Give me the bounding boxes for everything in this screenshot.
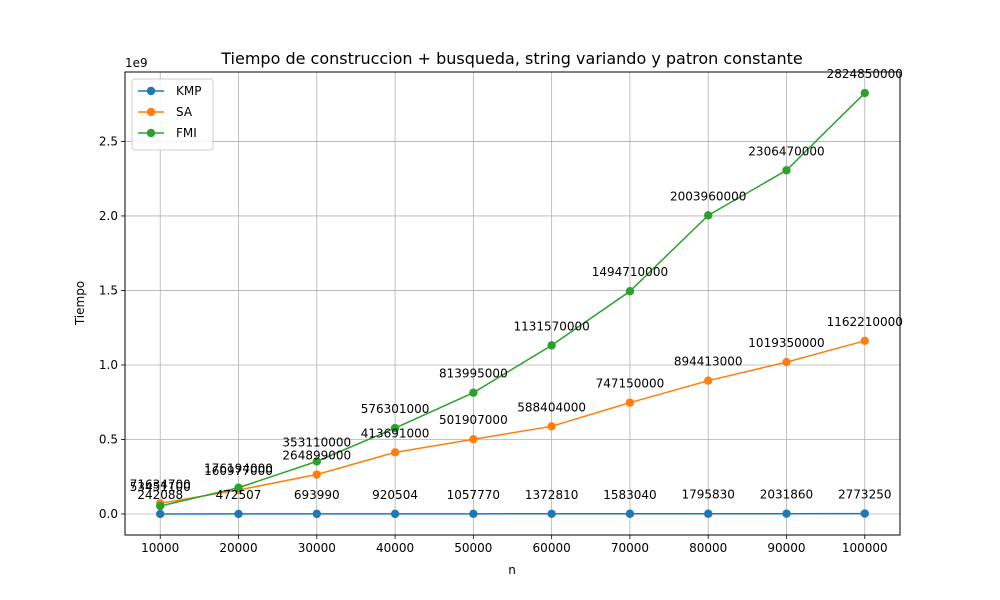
data-label-kmp: 2031860 bbox=[760, 488, 813, 502]
data-point-fmi bbox=[312, 457, 321, 466]
data-point-kmp bbox=[704, 509, 713, 518]
data-point-fmi bbox=[704, 211, 713, 220]
x-tick-label: 90000 bbox=[767, 541, 805, 555]
data-label-sa: 71634700 bbox=[130, 477, 191, 491]
data-point-kmp bbox=[860, 509, 869, 518]
legend-label: FMI bbox=[176, 126, 197, 140]
legend-swatch-marker bbox=[146, 107, 156, 117]
data-point-sa bbox=[704, 376, 713, 385]
plot-frame bbox=[124, 71, 901, 536]
data-label-kmp: 242088 bbox=[137, 488, 183, 502]
data-label-fmi: 176194000 bbox=[204, 462, 273, 476]
legend-label: SA bbox=[176, 105, 193, 119]
data-label-fmi: 353110000 bbox=[282, 435, 351, 449]
data-point-kmp bbox=[312, 509, 321, 519]
y-tick-label: 2.5 bbox=[99, 134, 118, 148]
axis-ticks: 10000 20000 30000 40000 50000 60000 70000 80000… bbox=[99, 134, 888, 555]
data-label-fmi: 1131570000 bbox=[513, 319, 589, 333]
legend-swatch-marker bbox=[146, 128, 156, 138]
legend-label: KMP bbox=[176, 84, 201, 98]
y-tick-label: 0.5 bbox=[99, 432, 118, 446]
data-label-fmi: 2306470000 bbox=[748, 144, 824, 158]
series-fmi bbox=[156, 88, 869, 511]
data-label-sa: 160977000 bbox=[204, 464, 273, 478]
data-label-sa: 264899000 bbox=[282, 449, 351, 463]
x-tick-label: 30000 bbox=[298, 541, 336, 555]
series-line-sa bbox=[160, 340, 865, 505]
data-point-sa bbox=[625, 398, 635, 407]
data-label-fmi: 1494710000 bbox=[592, 265, 668, 279]
data-label-kmp: 472507 bbox=[216, 488, 262, 502]
data-point-kmp bbox=[625, 509, 635, 518]
x-tick-label: 80000 bbox=[689, 541, 727, 555]
data-point-fmi bbox=[234, 483, 243, 492]
data-point-fmi bbox=[860, 88, 869, 98]
data-annotations: 242088 472507 693990 920504 1057770 1372810 15… bbox=[130, 67, 903, 502]
data-label-sa: 1162210000 bbox=[827, 315, 903, 329]
y-tick-label: 1.5 bbox=[99, 283, 118, 297]
data-label-kmp: 1583040 bbox=[603, 488, 656, 502]
data-label-sa: 501907000 bbox=[439, 413, 508, 427]
data-point-kmp bbox=[390, 509, 400, 519]
data-point-sa bbox=[782, 357, 791, 367]
data-point-kmp bbox=[156, 509, 165, 519]
x-tick-label: 10000 bbox=[141, 541, 179, 555]
data-label-fmi: 813995000 bbox=[439, 367, 508, 381]
legend-item-sa: SA bbox=[138, 105, 193, 119]
data-label-kmp: 693990 bbox=[294, 488, 340, 502]
data-point-fmi bbox=[782, 166, 791, 175]
series-kmp bbox=[156, 509, 869, 519]
y-axis-label: Tiempo bbox=[73, 281, 87, 326]
data-point-sa bbox=[547, 422, 556, 431]
series-line-fmi bbox=[160, 92, 866, 507]
data-label-sa: 747150000 bbox=[596, 377, 665, 391]
series-sa bbox=[156, 336, 869, 508]
chart-title: Tiempo de construccion + busqueda, strin… bbox=[220, 49, 803, 68]
x-tick-label: 20000 bbox=[219, 541, 257, 555]
data-point-kmp bbox=[782, 509, 791, 518]
data-point-sa bbox=[312, 470, 321, 479]
data-point-fmi bbox=[390, 423, 400, 433]
data-point-fmi bbox=[469, 388, 478, 397]
data-label-kmp: 1057770 bbox=[447, 488, 500, 502]
data-label-sa: 413691000 bbox=[361, 426, 430, 440]
data-point-kmp bbox=[234, 509, 243, 519]
data-point-fmi bbox=[547, 341, 556, 350]
data-label-fmi: 53451100 bbox=[130, 480, 191, 494]
data-label-sa: 1019350000 bbox=[748, 336, 824, 350]
x-tick-label: 50000 bbox=[454, 541, 492, 555]
x-tick-label: 60000 bbox=[533, 541, 571, 555]
legend-item-kmp: KMP bbox=[138, 84, 201, 98]
x-tick-label: 70000 bbox=[611, 541, 649, 555]
y-axis-offset-label: 1e9 bbox=[125, 56, 148, 70]
data-label-fmi: 2824850000 bbox=[827, 67, 903, 81]
data-point-kmp bbox=[547, 509, 556, 518]
data-label-sa: 588404000 bbox=[517, 400, 586, 414]
data-point-sa bbox=[860, 336, 869, 345]
x-axis-label: n bbox=[508, 563, 516, 577]
y-tick-label: 2.0 bbox=[99, 209, 118, 223]
data-point-sa bbox=[390, 448, 400, 457]
y-tick-label: 0.0 bbox=[99, 507, 118, 521]
legend-item-fmi: FMI bbox=[138, 126, 197, 140]
y-tick-label: 1.0 bbox=[99, 358, 118, 372]
data-label-kmp: 1795830 bbox=[681, 488, 734, 502]
data-label-kmp: 2773250 bbox=[838, 488, 891, 502]
x-tick-label: 100000 bbox=[842, 541, 888, 555]
plot-series bbox=[156, 88, 869, 519]
legend: KMP SA FMI bbox=[131, 78, 214, 151]
x-tick-label: 40000 bbox=[376, 541, 414, 555]
legend-swatch-marker bbox=[146, 86, 156, 96]
data-label-fmi: 576301000 bbox=[361, 402, 430, 416]
data-label-fmi: 2003960000 bbox=[670, 189, 746, 203]
data-label-sa: 894413000 bbox=[674, 355, 743, 369]
data-point-kmp bbox=[469, 509, 478, 519]
data-label-kmp: 1372810 bbox=[525, 488, 578, 502]
data-point-sa bbox=[469, 434, 478, 444]
data-point-fmi bbox=[625, 287, 635, 296]
data-label-kmp: 920504 bbox=[372, 488, 418, 502]
data-point-fmi bbox=[156, 501, 165, 511]
